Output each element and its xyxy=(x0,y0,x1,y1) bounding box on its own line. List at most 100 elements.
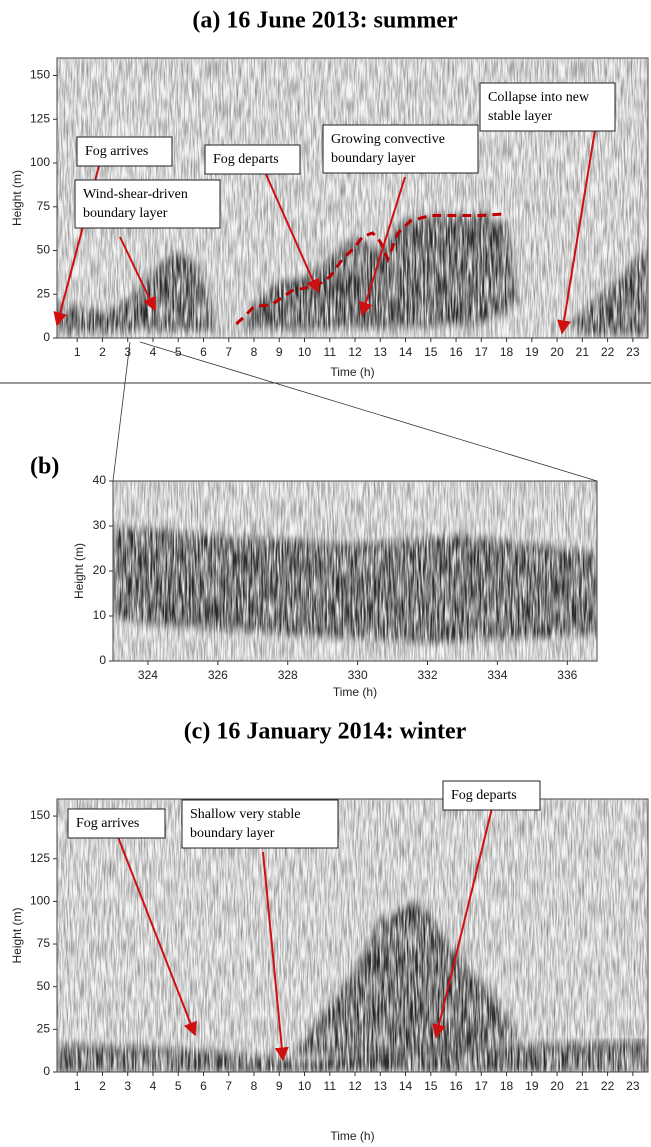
y-tick-label: 30 xyxy=(93,518,107,532)
annotation-arrow xyxy=(557,129,596,335)
annotation-box xyxy=(479,82,616,132)
x-tick-label: 6 xyxy=(200,1079,207,1093)
x-tick-label: 9 xyxy=(276,345,283,359)
plot-frame xyxy=(56,57,649,339)
x-tick-label: 10 xyxy=(298,1079,312,1093)
x-tick-label: 14 xyxy=(399,1079,413,1093)
x-tick-label: 11 xyxy=(324,345,337,359)
panel-title: (b) xyxy=(30,454,59,480)
x-axis-label: Time (h) xyxy=(333,685,377,699)
x-tick-label: 21 xyxy=(576,345,590,359)
heatmap-echo xyxy=(113,526,597,643)
x-tick-label: 5 xyxy=(175,1079,182,1093)
x-tick-label: 324 xyxy=(138,668,158,682)
annotation-box xyxy=(76,136,173,167)
annotation-text: Wind-shear-driven xyxy=(83,187,188,202)
y-tick-label: 0 xyxy=(43,1064,50,1078)
x-tick-label: 22 xyxy=(601,345,615,359)
x-tick-label: 9 xyxy=(276,1079,283,1093)
x-tick-label: 20 xyxy=(550,345,564,359)
heatmap-echo xyxy=(291,901,520,1055)
series-line xyxy=(235,212,507,326)
annotation-arrow xyxy=(359,176,406,317)
y-tick-label: 50 xyxy=(37,243,51,257)
annotation-arrow xyxy=(119,236,156,312)
annotation-text: Fog departs xyxy=(213,152,279,167)
x-tick-label: 4 xyxy=(150,1079,157,1093)
y-tick-label: 25 xyxy=(37,1022,51,1036)
y-tick-label: 150 xyxy=(30,68,50,82)
x-tick-label: 17 xyxy=(475,1079,489,1093)
annotation-text: Fog arrives xyxy=(85,144,148,159)
x-tick-label: 4 xyxy=(150,345,157,359)
y-tick-label: 20 xyxy=(93,563,107,577)
y-tick-label: 150 xyxy=(30,808,50,822)
y-tick-label: 25 xyxy=(37,286,51,300)
y-tick-label: 75 xyxy=(37,936,51,950)
x-tick-label: 1 xyxy=(74,345,81,359)
x-tick-label: 5 xyxy=(175,345,182,359)
x-tick-label: 12 xyxy=(348,1079,362,1093)
x-tick-label: 332 xyxy=(417,668,437,682)
x-tick-label: 11 xyxy=(324,1079,337,1093)
annotation-text: boundary layer xyxy=(331,151,416,166)
annotation-box xyxy=(74,179,221,229)
y-tick-label: 0 xyxy=(99,653,106,667)
x-tick-label: 14 xyxy=(399,345,413,359)
heatmap-echo xyxy=(569,247,648,335)
annotation-box xyxy=(204,144,301,175)
x-tick-label: 7 xyxy=(225,1079,232,1093)
x-tick-label: 15 xyxy=(424,345,438,359)
annotation-box xyxy=(181,799,339,849)
y-tick-label: 75 xyxy=(37,199,51,213)
y-axis-label: Height (m) xyxy=(72,543,86,599)
annotation-arrow xyxy=(432,807,493,1039)
x-tick-label: 20 xyxy=(550,1079,564,1093)
x-axis-label: Time (h) xyxy=(330,365,374,379)
annotation-text: Growing convective xyxy=(331,132,445,147)
x-tick-label: 21 xyxy=(576,1079,590,1093)
y-tick-label: 0 xyxy=(43,330,50,344)
x-tick-label: 336 xyxy=(557,668,577,682)
x-tick-label: 326 xyxy=(208,668,228,682)
x-tick-label: 2 xyxy=(99,345,106,359)
x-tick-label: 8 xyxy=(251,1079,258,1093)
annotation-box xyxy=(67,808,166,839)
x-tick-label: 22 xyxy=(601,1079,615,1093)
y-tick-label: 10 xyxy=(93,608,107,622)
annotation-arrow xyxy=(264,171,320,294)
x-tick-label: 19 xyxy=(525,345,539,359)
annotation-text: Fog arrives xyxy=(76,816,139,831)
x-tick-label: 330 xyxy=(348,668,368,682)
panel-title: (a) 16 June 2013: summer xyxy=(192,8,458,34)
x-tick-label: 16 xyxy=(449,1079,463,1093)
x-tick-label: 6 xyxy=(200,345,207,359)
x-tick-label: 7 xyxy=(225,345,232,359)
x-tick-label: 3 xyxy=(124,1079,131,1093)
x-tick-label: 8 xyxy=(251,345,258,359)
zoom-line xyxy=(139,341,598,482)
x-tick-label: 15 xyxy=(424,1079,438,1093)
x-tick-label: 13 xyxy=(374,345,388,359)
plot-area xyxy=(57,799,648,1072)
x-tick-label: 328 xyxy=(278,668,298,682)
annotation-arrow xyxy=(262,851,289,1062)
y-tick-label: 50 xyxy=(37,979,51,993)
y-axis-label: Height (m) xyxy=(10,170,24,226)
y-tick-label: 100 xyxy=(30,894,50,908)
annotation-arrow xyxy=(117,836,197,1037)
x-tick-label: 3 xyxy=(124,345,131,359)
y-tick-label: 40 xyxy=(93,473,107,487)
heatmap-echo xyxy=(241,212,520,330)
x-tick-label: 17 xyxy=(475,345,489,359)
x-tick-label: 18 xyxy=(500,345,514,359)
y-tick-label: 100 xyxy=(30,155,50,169)
x-tick-label: 12 xyxy=(348,345,362,359)
x-tick-label: 10 xyxy=(298,345,312,359)
y-tick-label: 125 xyxy=(30,851,50,865)
x-tick-label: 18 xyxy=(500,1079,514,1093)
zoom-line xyxy=(112,341,131,482)
heatmap-echo xyxy=(57,250,217,335)
heatmap-echo xyxy=(57,1041,648,1072)
annotation-text: Fog departs xyxy=(451,788,517,803)
